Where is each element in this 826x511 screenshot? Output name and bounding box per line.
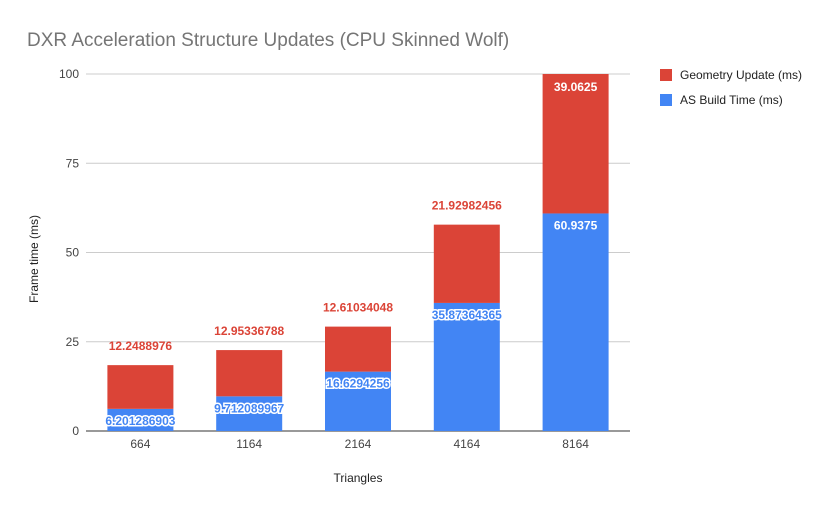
y-tick-label: 50 (66, 246, 80, 260)
legend-swatch (660, 94, 672, 106)
gridlines (86, 73, 630, 432)
data-labels: 6.201286903 12.2488976 9.712089967 12.95336… (104, 80, 598, 429)
y-tick-label: 100 (59, 67, 79, 81)
data-label-as-build: 9.712089967 (214, 401, 284, 415)
x-tick-label: 2164 (345, 437, 372, 451)
x-tick-label: 8164 (562, 437, 589, 451)
bar-as-build (325, 371, 391, 431)
x-tick-label: 1164 (236, 437, 262, 451)
data-label-as-build: 60.9375 (554, 218, 598, 232)
y-tick-label: 75 (66, 156, 80, 170)
y-axis-title: Frame time (ms) (27, 215, 41, 303)
data-label-as-build: 6.201286903 (105, 414, 175, 428)
x-axis-ticks: 664 1164 2164 4164 8164 (130, 437, 589, 451)
bar-as-build (433, 302, 500, 431)
data-label-as-build: 35.87364365 (432, 308, 502, 322)
data-label-geometry-update: 12.2488976 (109, 339, 173, 353)
data-label-geometry-update: 21.92982456 (432, 199, 502, 213)
y-axis-ticks: 0 25 50 75 100 (59, 67, 79, 438)
legend-swatch (660, 69, 672, 81)
bars (107, 74, 609, 431)
x-tick-label: 664 (130, 437, 150, 451)
chart-title: DXR Acceleration Structure Updates (CPU … (27, 30, 509, 51)
data-label-geometry-update: 39.0625 (554, 80, 598, 94)
bar-as-build (542, 213, 609, 431)
bar-as-build (107, 408, 174, 431)
legend-label: Geometry Update (ms) (680, 68, 802, 82)
bar-geometry-update (433, 224, 500, 303)
x-tick-label: 4164 (453, 437, 480, 451)
y-tick-label: 0 (72, 424, 79, 438)
bar-geometry-update (216, 350, 283, 397)
data-label-geometry-update: 12.95336788 (214, 324, 284, 338)
legend: Geometry Update (ms) AS Build Time (ms) (660, 68, 802, 107)
legend-label: AS Build Time (ms) (680, 93, 783, 107)
bar-geometry-update (542, 74, 609, 214)
bar-geometry-update (325, 326, 391, 372)
x-axis-title: Triangles (334, 471, 383, 485)
bar-as-build (216, 396, 283, 431)
data-label-geometry-update: 12.61034048 (323, 301, 393, 315)
data-label-as-build: 16.6294256 (326, 377, 390, 391)
y-tick-label: 25 (66, 335, 80, 349)
bar-geometry-update (107, 365, 174, 409)
